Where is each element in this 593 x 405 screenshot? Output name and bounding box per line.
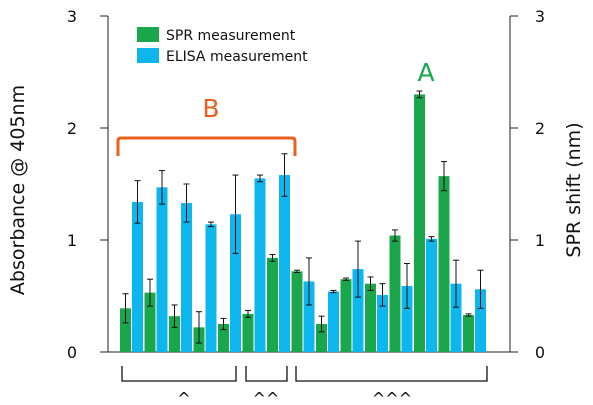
bar-elisa-12	[426, 238, 437, 352]
annotation-a: A	[417, 58, 434, 87]
bar-spr-4	[218, 324, 229, 352]
group-label-2: ^^	[253, 389, 280, 405]
y-axis-left-ticks: 0 1 2 3	[67, 7, 108, 362]
y-tick-label-right-3: 3	[535, 7, 545, 26]
y-tick-label-left-0: 0	[67, 343, 77, 362]
bracket-group-2	[245, 366, 288, 382]
bar-elisa-9	[352, 269, 364, 352]
bar-spr-1	[144, 292, 156, 352]
bar-spr-7	[291, 271, 303, 352]
y-tick-label-right-2: 2	[535, 119, 545, 138]
legend-swatch-spr	[137, 27, 159, 42]
bar-elisa-6	[279, 175, 290, 352]
group-label-1: ^	[177, 389, 190, 405]
bar-spr-8	[316, 324, 327, 352]
bar-elisa-4	[230, 214, 241, 352]
annotation-b: B	[202, 94, 219, 123]
group-label-3: ^^^	[372, 389, 412, 405]
y-tick-label-left-1: 1	[67, 231, 77, 250]
legend: SPR measurement ELISA measurement	[137, 27, 308, 65]
bar-spr-5	[242, 313, 254, 352]
bracket-group-1	[121, 366, 237, 382]
bar-spr-10	[365, 283, 376, 352]
bar-elisa-8	[328, 291, 339, 352]
y-tick-label-left-2: 2	[67, 119, 77, 138]
bar-elisa-2	[181, 203, 192, 352]
legend-label-spr: SPR measurement	[166, 28, 296, 44]
bar-elisa-7	[303, 281, 315, 352]
bar-elisa-11	[401, 285, 413, 352]
error-bars	[122, 90, 484, 344]
bar-elisa-13	[450, 283, 462, 352]
bar-elisa-5	[254, 178, 266, 352]
bar-spr-0	[120, 308, 131, 352]
y-tick-label-left-3: 3	[67, 7, 77, 26]
bracket-group-3	[295, 366, 488, 382]
bar-spr-9	[340, 279, 352, 352]
series-elisa	[132, 175, 486, 352]
y-axis-right-ticks: 0 1 2 3	[510, 7, 545, 362]
y-axis-left-label: Absorbance @ 405nm	[7, 85, 29, 295]
bar-elisa-14	[475, 289, 486, 352]
bar-elisa-0	[132, 201, 143, 352]
legend-label-elisa: ELISA measurement	[166, 49, 308, 65]
legend-swatch-elisa	[137, 48, 159, 63]
bar-spr-14	[463, 315, 474, 352]
bracket-b	[116, 136, 297, 156]
bar-spr-11	[389, 235, 401, 352]
series-spr	[120, 94, 474, 353]
bar-spr-2	[169, 316, 180, 352]
bar-elisa-1	[156, 187, 168, 352]
bar-spr-6	[267, 257, 278, 352]
y-axis-right-label: SPR shift (nm)	[563, 122, 585, 257]
bar-elisa-3	[205, 224, 217, 352]
bar-spr-13	[438, 176, 450, 352]
y-tick-label-right-1: 1	[535, 231, 545, 250]
bar-elisa-10	[377, 294, 388, 352]
bar-spr-12	[414, 94, 425, 353]
y-tick-label-right-0: 0	[535, 343, 545, 362]
